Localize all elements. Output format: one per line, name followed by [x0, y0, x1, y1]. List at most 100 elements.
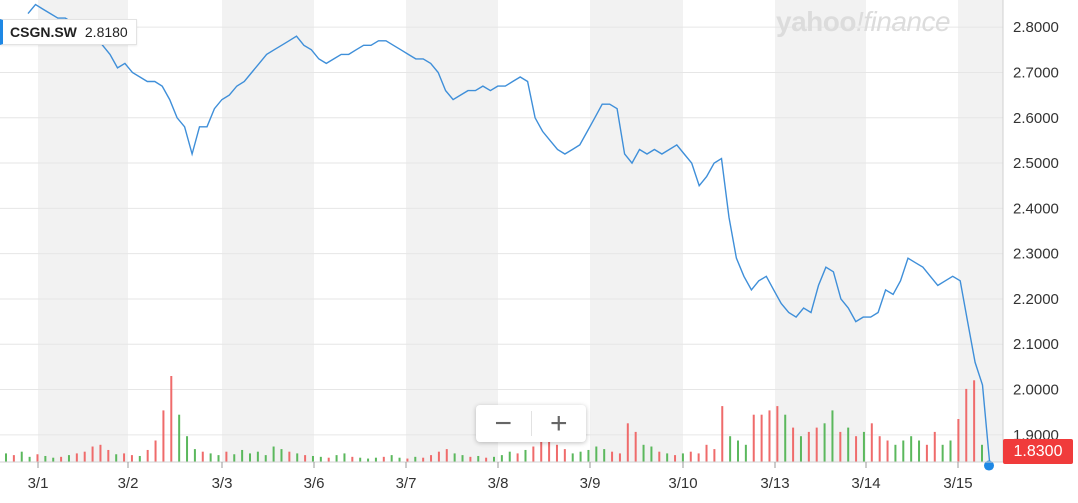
last-price-dot: [984, 460, 994, 471]
zoom-in-button[interactable]: +: [549, 406, 568, 440]
day-band: [406, 0, 498, 462]
volume-bar: [973, 380, 976, 462]
volume-bar: [367, 458, 370, 462]
volume-bar: [508, 451, 511, 462]
volume-bar: [784, 414, 787, 462]
x-tick-label: 3/10: [668, 475, 697, 492]
volume-bar: [12, 455, 15, 462]
y-tick-label: 2.1000: [1013, 336, 1059, 353]
volume-bar: [721, 406, 724, 462]
y-tick-label: 2.6000: [1013, 110, 1059, 127]
volume-bar: [957, 419, 960, 462]
x-tick-label: 3/1: [28, 475, 49, 492]
x-tick-label: 3/8: [488, 475, 509, 492]
volume-bar: [965, 388, 968, 462]
volume-bar: [925, 444, 928, 462]
volume-bar: [799, 436, 802, 462]
volume-bar: [862, 431, 865, 462]
volume-bar: [359, 457, 362, 462]
volume-bar: [870, 423, 873, 462]
series-legend[interactable]: CSGN.SW 2.8180: [0, 19, 137, 45]
volume-bar: [516, 453, 519, 462]
volume-bar: [335, 455, 338, 462]
volume-bar: [193, 449, 196, 462]
volume-bar: [91, 446, 94, 462]
brand-left: yahoo: [776, 6, 856, 37]
volume-bar: [666, 453, 669, 462]
y-tick-label: 2.8000: [1013, 19, 1059, 36]
x-axis-ticks: 3/1 3/2 3/3 3/6 3/7 3/8 3/9 3/10 3/13 3/14 3/15: [28, 462, 973, 492]
brand-right: finance: [863, 6, 951, 37]
volume-bar: [752, 414, 755, 462]
volume-bar: [256, 451, 259, 462]
y-tick-label: 2.2000: [1013, 291, 1059, 308]
day-band: [775, 0, 866, 462]
volume-bar: [587, 449, 590, 462]
zoom-control: − +: [476, 405, 586, 442]
volume-bar: [327, 457, 330, 462]
volume-bar: [902, 440, 905, 462]
volume-bar: [500, 455, 503, 462]
day-band: [590, 0, 683, 462]
volume-bar: [933, 431, 936, 462]
volume-bar: [311, 455, 314, 462]
volume-bar: [99, 444, 102, 462]
volume-bar: [201, 451, 204, 462]
legend-value: 2.8180: [84, 24, 128, 40]
yahoo-finance-logo: yahoo!finance: [776, 6, 951, 38]
volume-bars: [5, 376, 983, 462]
volume-bar: [249, 453, 251, 462]
volume-bar: [304, 455, 307, 462]
volume-bar: [453, 453, 456, 462]
volume-bar: [75, 453, 78, 462]
volume-bar: [351, 456, 354, 462]
volume-bar: [154, 440, 157, 462]
volume-bar: [792, 427, 795, 462]
volume-bar: [60, 456, 63, 462]
volume-bar: [737, 440, 739, 462]
price-line: [27, 3, 991, 467]
y-axis-ticks: 2.8000 2.7000 2.6000 2.5000 2.4000 2.3000 2.20…: [1013, 19, 1059, 444]
volume-bar: [280, 449, 283, 462]
brand-slash: !: [855, 6, 864, 37]
volume-bar: [532, 446, 535, 462]
legend-symbol: CSGN.SW: [10, 24, 77, 40]
volume-bar: [713, 449, 716, 462]
volume-bar: [847, 427, 850, 462]
volume-bar: [634, 431, 637, 462]
volume-bar: [469, 456, 472, 462]
volume-bar: [241, 449, 244, 462]
volume-bar: [44, 455, 47, 462]
volume-bar: [477, 455, 480, 462]
volume-bar: [437, 451, 440, 462]
volume-bar: [5, 453, 7, 462]
volume-bar: [422, 457, 425, 462]
volume-bar: [776, 406, 779, 462]
volume-bar: [138, 455, 141, 462]
day-bands: [38, 0, 1003, 462]
volume-bar: [894, 444, 897, 462]
volume-bar: [406, 458, 409, 462]
volume-bar: [67, 455, 70, 462]
grid-lines: [0, 26, 1003, 436]
x-tick-label: 3/15: [943, 475, 972, 492]
volume-bar: [603, 449, 606, 462]
volume-bar: [115, 454, 118, 462]
volume-bar: [493, 456, 495, 462]
volume-bar: [288, 451, 291, 462]
y-tick-label: 2.4000: [1013, 200, 1059, 217]
x-tick-label: 3/14: [851, 475, 880, 492]
volume-bar: [642, 444, 645, 462]
volume-bar: [831, 410, 834, 462]
volume-bar: [768, 410, 771, 462]
volume-bar: [20, 451, 23, 462]
volume-bar: [555, 444, 558, 462]
x-tick-label: 3/7: [396, 475, 417, 492]
volume-bar: [918, 440, 921, 462]
zoom-out-button[interactable]: −: [494, 406, 513, 440]
volume-bar: [146, 449, 149, 462]
x-tick-label: 3/6: [304, 475, 325, 492]
volume-bar: [855, 436, 858, 462]
volume-bar: [618, 453, 621, 462]
